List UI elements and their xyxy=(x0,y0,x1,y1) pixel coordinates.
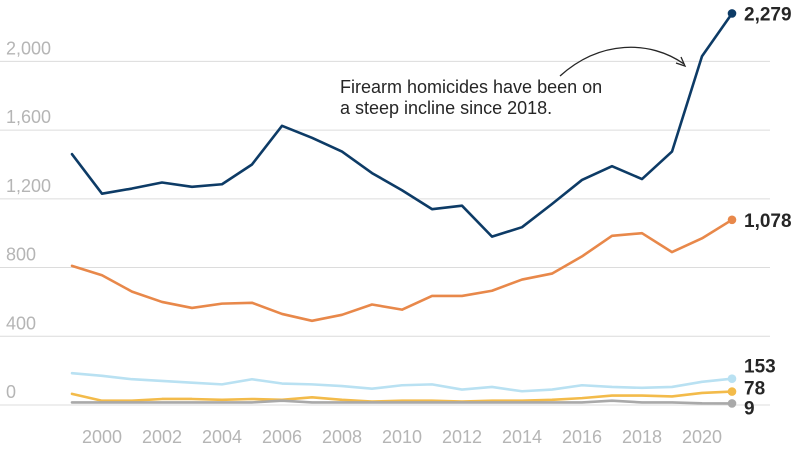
y-tick-label: 0 xyxy=(6,382,16,402)
series-end-label: 2,279 xyxy=(744,4,792,25)
series-line xyxy=(70,390,734,403)
x-tick-label: 2018 xyxy=(622,427,662,447)
annotation-arrowhead xyxy=(675,56,687,68)
y-tick-label: 1,600 xyxy=(6,107,51,127)
x-axis-ticks: 2000 2002 2004 2006 2008 2010 2012 2014 2016 2018… xyxy=(82,427,722,447)
series-end-point xyxy=(727,374,737,384)
series-line xyxy=(70,371,734,393)
x-tick-label: 2004 xyxy=(202,427,242,447)
series-end-label: 1,078 xyxy=(744,211,792,232)
annotation: Firearm homicides have been on a steep i… xyxy=(340,46,687,118)
series-end-label: 9 xyxy=(744,398,755,419)
series-end-point xyxy=(727,9,737,18)
annotation-line-2: a steep incline since 2018. xyxy=(340,98,552,118)
x-tick-label: 2012 xyxy=(442,427,482,447)
x-tick-label: 2016 xyxy=(562,427,602,447)
x-tick-label: 2000 xyxy=(82,427,122,447)
x-tick-label: 2014 xyxy=(502,427,542,447)
y-tick-label: 1,200 xyxy=(6,176,51,196)
x-tick-label: 2010 xyxy=(382,427,422,447)
series-line xyxy=(70,12,734,238)
annotation-arrow xyxy=(559,46,685,77)
series-end-point xyxy=(727,387,737,396)
series-end-point xyxy=(727,399,737,408)
x-tick-label: 2020 xyxy=(682,427,722,447)
series-end-point xyxy=(727,215,737,225)
y-tick-label: 2,000 xyxy=(6,38,51,58)
series-line xyxy=(70,399,734,405)
series-layer xyxy=(70,9,737,408)
annotation-line-1: Firearm homicides have been on xyxy=(340,77,602,97)
y-tick-label: 800 xyxy=(6,245,36,265)
y-tick-label: 400 xyxy=(6,313,36,333)
series-line xyxy=(70,218,734,323)
series-end-label: 153 xyxy=(744,357,776,378)
y-axis-ticks: 0 400 800 1,200 1,600 2,000 xyxy=(6,38,51,402)
grid-layer xyxy=(0,60,770,406)
x-tick-label: 2002 xyxy=(142,427,182,447)
x-tick-label: 2006 xyxy=(262,427,302,447)
series-end-label: 78 xyxy=(744,379,765,400)
x-tick-label: 2008 xyxy=(322,427,362,447)
